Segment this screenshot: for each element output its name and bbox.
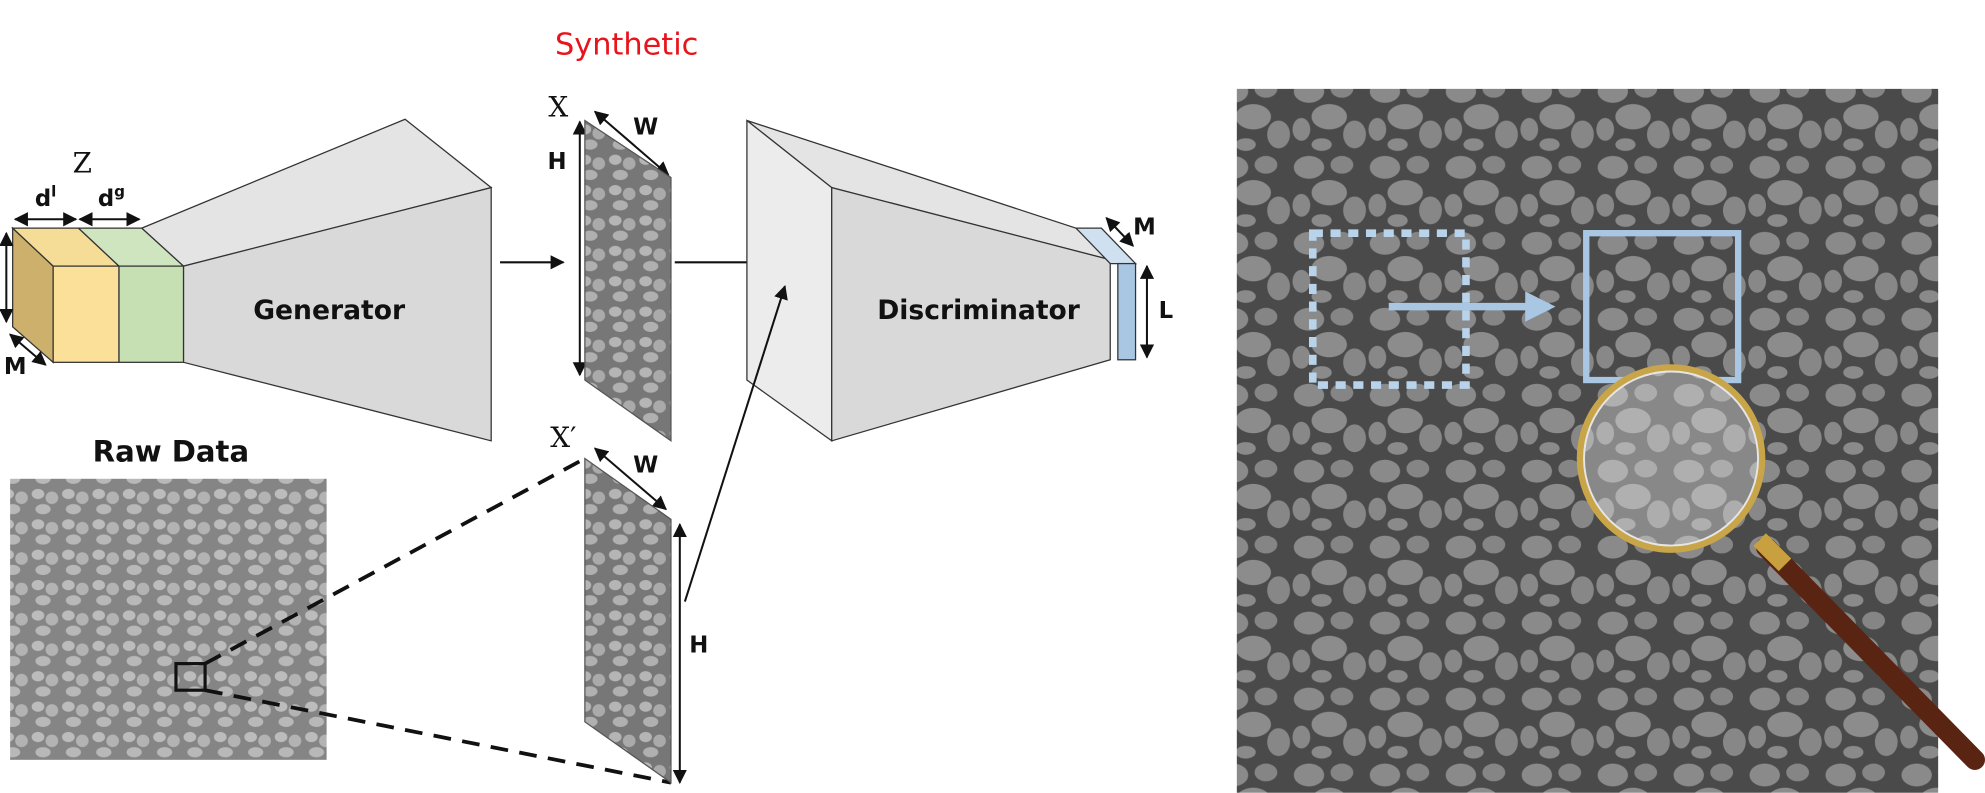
dg-label: dg [98, 182, 125, 212]
output-depth-label: M [1133, 215, 1156, 241]
real-sample-label: X′ [550, 421, 576, 454]
synthetic-label: Synthetic [555, 27, 698, 62]
raw-data-image [10, 479, 326, 760]
output-block [1118, 264, 1136, 360]
page: Synthetic Z dl dg M Generator X W H Disc… [0, 0, 1985, 793]
discriminator-label: Discriminator [877, 295, 1081, 326]
latent-dl [53, 266, 119, 362]
dl-label: dl [35, 182, 57, 212]
latent-dg [119, 266, 184, 362]
real-to-discriminator-arrow [685, 286, 785, 601]
magnified-view [1585, 372, 1757, 544]
dg-base: d [98, 186, 114, 212]
raw-data-title: Raw Data [93, 434, 249, 468]
real-sample-image [585, 459, 671, 783]
synthetic-height-label: H [547, 149, 566, 175]
synthetic-sample-image [585, 121, 671, 441]
dg-sup: g [114, 182, 125, 200]
dl-base: d [35, 186, 51, 212]
output-length-label: L [1159, 298, 1174, 324]
latent-label: Z [73, 146, 92, 179]
latent-depth-label: M [4, 354, 27, 380]
diagram: Synthetic Z dl dg M Generator X W H Disc… [0, 0, 1985, 793]
real-width-label: W [633, 453, 658, 479]
dl-sup: l [51, 182, 56, 200]
synthetic-sample-label: X [548, 91, 568, 124]
real-height-label: H [689, 632, 708, 658]
synthetic-width-label: W [633, 115, 658, 141]
generator-label: Generator [253, 295, 406, 326]
